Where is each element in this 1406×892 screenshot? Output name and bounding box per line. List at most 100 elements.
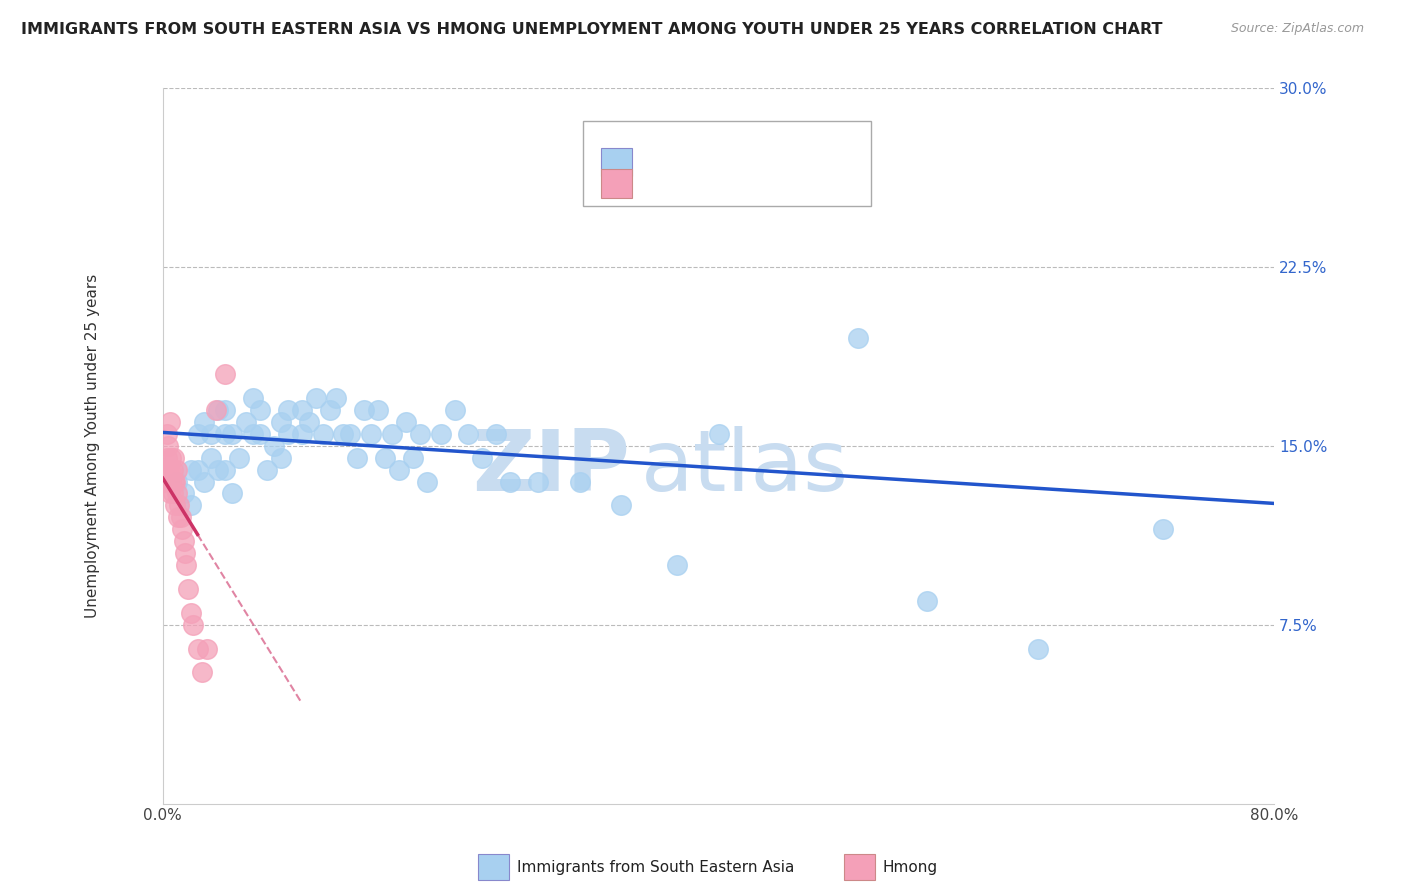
- Point: [207, 462, 229, 476]
- Point: [169, 499, 191, 513]
- Point: [346, 450, 368, 465]
- Point: [402, 450, 425, 465]
- Text: R =  -0.304   N = 34: R = -0.304 N = 34: [644, 176, 804, 191]
- Point: [177, 582, 200, 596]
- Point: [242, 391, 264, 405]
- Point: [204, 403, 226, 417]
- Point: [1026, 641, 1049, 656]
- Point: [610, 499, 633, 513]
- Point: [249, 426, 271, 441]
- Point: [195, 641, 218, 656]
- Point: [311, 426, 333, 441]
- Point: [200, 426, 222, 441]
- Point: [763, 164, 786, 178]
- Point: [166, 475, 188, 489]
- Point: [1152, 522, 1174, 536]
- Text: ZIP: ZIP: [472, 425, 630, 508]
- Point: [155, 462, 177, 476]
- Point: [353, 403, 375, 417]
- Point: [339, 426, 361, 441]
- Point: [381, 426, 404, 441]
- Point: [172, 522, 194, 536]
- Point: [471, 450, 494, 465]
- Point: [153, 475, 176, 489]
- Point: [176, 558, 198, 572]
- Text: Hmong: Hmong: [883, 860, 938, 874]
- Point: [214, 426, 236, 441]
- Point: [163, 475, 186, 489]
- Point: [846, 331, 869, 345]
- Point: [318, 403, 340, 417]
- Point: [429, 426, 451, 441]
- Point: [256, 462, 278, 476]
- Y-axis label: Unemployment Among Youth under 25 years: Unemployment Among Youth under 25 years: [86, 274, 100, 618]
- Point: [166, 462, 188, 476]
- Point: [395, 415, 418, 429]
- Point: [416, 475, 439, 489]
- Point: [162, 486, 184, 500]
- Point: [186, 641, 208, 656]
- Point: [374, 450, 396, 465]
- Point: [166, 486, 188, 500]
- Text: Immigrants from South Eastern Asia: Immigrants from South Eastern Asia: [517, 860, 794, 874]
- Point: [388, 462, 411, 476]
- Point: [159, 462, 181, 476]
- Point: [277, 426, 299, 441]
- Point: [235, 415, 257, 429]
- Text: IMMIGRANTS FROM SOUTH EASTERN ASIA VS HMONG UNEMPLOYMENT AMONG YOUTH UNDER 25 YE: IMMIGRANTS FROM SOUTH EASTERN ASIA VS HM…: [21, 22, 1163, 37]
- Point: [409, 426, 432, 441]
- Point: [325, 391, 347, 405]
- Point: [270, 415, 292, 429]
- Text: atlas: atlas: [641, 425, 849, 508]
- Point: [499, 475, 522, 489]
- Point: [165, 499, 187, 513]
- Point: [160, 450, 183, 465]
- Point: [186, 426, 208, 441]
- Point: [170, 510, 193, 524]
- Point: [707, 426, 730, 441]
- Point: [367, 403, 389, 417]
- Point: [443, 403, 465, 417]
- Point: [221, 426, 243, 441]
- Point: [173, 534, 195, 549]
- Point: [165, 475, 187, 489]
- Point: [163, 450, 186, 465]
- Point: [156, 426, 179, 441]
- Point: [304, 391, 326, 405]
- Point: [159, 415, 181, 429]
- Point: [186, 462, 208, 476]
- Point: [527, 475, 550, 489]
- Point: [568, 475, 591, 489]
- Point: [157, 439, 180, 453]
- Point: [190, 665, 212, 680]
- Point: [180, 606, 202, 620]
- Point: [221, 486, 243, 500]
- Point: [162, 462, 184, 476]
- Point: [915, 594, 938, 608]
- Point: [249, 403, 271, 417]
- Point: [263, 439, 285, 453]
- Point: [157, 462, 180, 476]
- Point: [159, 486, 181, 500]
- Point: [332, 426, 354, 441]
- Point: [485, 426, 508, 441]
- Point: [160, 475, 183, 489]
- Point: [214, 367, 236, 381]
- Point: [183, 617, 205, 632]
- Point: [173, 486, 195, 500]
- Point: [360, 426, 382, 441]
- Text: Source: ZipAtlas.com: Source: ZipAtlas.com: [1230, 22, 1364, 36]
- Point: [291, 403, 314, 417]
- Point: [298, 415, 321, 429]
- Point: [214, 403, 236, 417]
- Point: [270, 450, 292, 465]
- Point: [200, 450, 222, 465]
- Point: [174, 546, 197, 560]
- Point: [193, 415, 215, 429]
- Point: [193, 475, 215, 489]
- Point: [207, 403, 229, 417]
- Point: [291, 426, 314, 441]
- Point: [457, 426, 479, 441]
- Point: [180, 462, 202, 476]
- Point: [167, 510, 190, 524]
